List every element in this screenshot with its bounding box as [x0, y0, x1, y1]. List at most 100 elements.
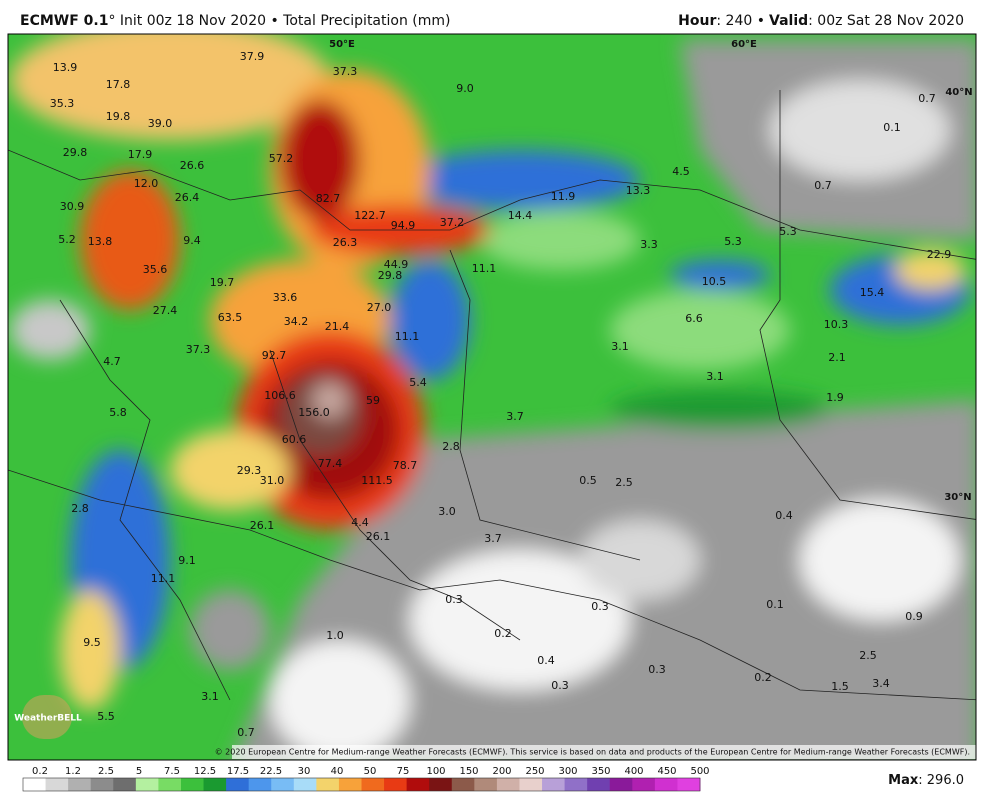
map-value: 11.1 [151, 572, 176, 585]
map-value: 11.9 [551, 190, 576, 203]
map-value: 156.0 [298, 406, 330, 419]
map-value: 9.4 [183, 234, 201, 247]
map-value: 26.4 [175, 191, 200, 204]
map-value: 22.9 [927, 248, 952, 261]
model: ECMWF 0.1 [20, 13, 108, 29]
map-value: 2.8 [442, 440, 460, 453]
color-swatch [519, 778, 543, 791]
header-left: ECMWF 0.1° Init 00z 18 Nov 2020 • Total … [20, 13, 450, 29]
map-value: 10.3 [824, 318, 849, 331]
map-value: 57.2 [269, 152, 294, 165]
map-value: 0.3 [551, 679, 569, 692]
valid-label: Valid [769, 13, 808, 29]
map-value: 3.1 [706, 370, 724, 383]
map-value: 21.4 [325, 320, 350, 333]
map-value: 1.0 [326, 629, 344, 642]
map-value: 19.7 [210, 276, 235, 289]
legend-tick: 300 [558, 766, 577, 777]
map-value: 34.2 [284, 315, 309, 328]
map-value: 2.5 [859, 649, 877, 662]
map-value: 9.1 [178, 554, 196, 567]
map-value: 92.7 [262, 349, 287, 362]
legend-tick: 75 [397, 766, 410, 777]
map-value: 35.6 [143, 263, 168, 276]
map-value: 9.5 [83, 636, 101, 649]
legend-tick: 30 [298, 766, 311, 777]
map-value: 63.5 [218, 311, 243, 324]
map-value: 26.3 [333, 236, 358, 249]
color-swatch [609, 778, 633, 791]
color-swatch [361, 778, 385, 791]
map-value: 0.4 [775, 509, 793, 522]
map-value: 5.2 [58, 233, 76, 246]
color-swatch [45, 778, 69, 791]
color-swatch [542, 778, 566, 791]
map-value: 0.3 [445, 593, 463, 606]
map-value: 3.1 [611, 340, 629, 353]
map-value: 0.7 [918, 92, 936, 105]
map-value: 6.6 [685, 312, 703, 325]
legend-tick: 50 [364, 766, 377, 777]
map-value: 0.1 [883, 121, 901, 134]
map-value: 4.7 [103, 355, 121, 368]
map-value: 0.4 [537, 654, 555, 667]
map-value: 12.0 [134, 177, 159, 190]
legend-tick: 400 [624, 766, 643, 777]
map-value: 2.5 [615, 476, 633, 489]
map-value: 15.4 [860, 286, 885, 299]
run-info: ° Init 00z 18 Nov 2020 • Total Precipita… [108, 13, 450, 29]
map-value: 9.0 [456, 82, 474, 95]
grid-label: 30°N [944, 492, 971, 503]
color-swatch [90, 778, 114, 791]
map-value: 3.7 [484, 532, 502, 545]
color-swatch [68, 778, 92, 791]
map-value: 0.3 [648, 663, 666, 676]
map-value: 0.9 [905, 610, 923, 623]
legend-tick: 150 [459, 766, 478, 777]
color-swatch [158, 778, 182, 791]
map-value: 3.7 [506, 410, 524, 423]
map-value: 122.7 [354, 209, 386, 222]
map-value: 13.8 [88, 235, 113, 248]
color-swatch [632, 778, 656, 791]
map-value: 14.4 [508, 209, 533, 222]
color-swatch [587, 778, 611, 791]
color-swatch [271, 778, 295, 791]
color-swatch [135, 778, 159, 791]
map-value: 26.1 [250, 519, 275, 532]
colorbar-frame [22, 777, 701, 792]
map-value: 27.0 [367, 301, 392, 314]
map: WeatherBELL 50°E 60°E 40°N 30°N 13.9 17.8 35.3… [8, 34, 976, 760]
map-value: 37.2 [440, 216, 465, 229]
map-value: 31.0 [260, 474, 285, 487]
map-value: 29.8 [378, 269, 403, 282]
map-value: 3.0 [438, 505, 456, 518]
color-swatch [338, 778, 362, 791]
hour-label: Hour [678, 13, 716, 29]
hour: : 240 • [716, 13, 765, 29]
map-value: 44.9 [384, 258, 409, 271]
color-swatch [429, 778, 453, 791]
map-value: 10.5 [702, 275, 727, 288]
legend-tick: 350 [591, 766, 610, 777]
legend-tick: 100 [426, 766, 445, 777]
map-value: 39.0 [148, 117, 173, 130]
color-swatch [474, 778, 498, 791]
color-swatch [226, 778, 250, 791]
color-swatch [113, 778, 137, 791]
map-value: 26.1 [366, 530, 391, 543]
max: Max: 296.0 [888, 773, 964, 788]
color-swatch [248, 778, 272, 791]
map-value: 94.9 [391, 219, 416, 232]
map-value: 2.1 [828, 351, 846, 364]
map-value: 26.6 [180, 159, 205, 172]
map-value: 0.1 [766, 598, 784, 611]
color-swatch [180, 778, 205, 791]
map-value: 78.7 [393, 459, 418, 472]
map-value: 35.3 [50, 97, 75, 110]
map-value: 33.6 [273, 291, 298, 304]
map-value: 11.1 [395, 330, 420, 343]
map-value: 29.3 [237, 464, 262, 477]
header-right: Hour: 240 • Valid: 00z Sat 28 Nov 2020 [678, 13, 964, 29]
